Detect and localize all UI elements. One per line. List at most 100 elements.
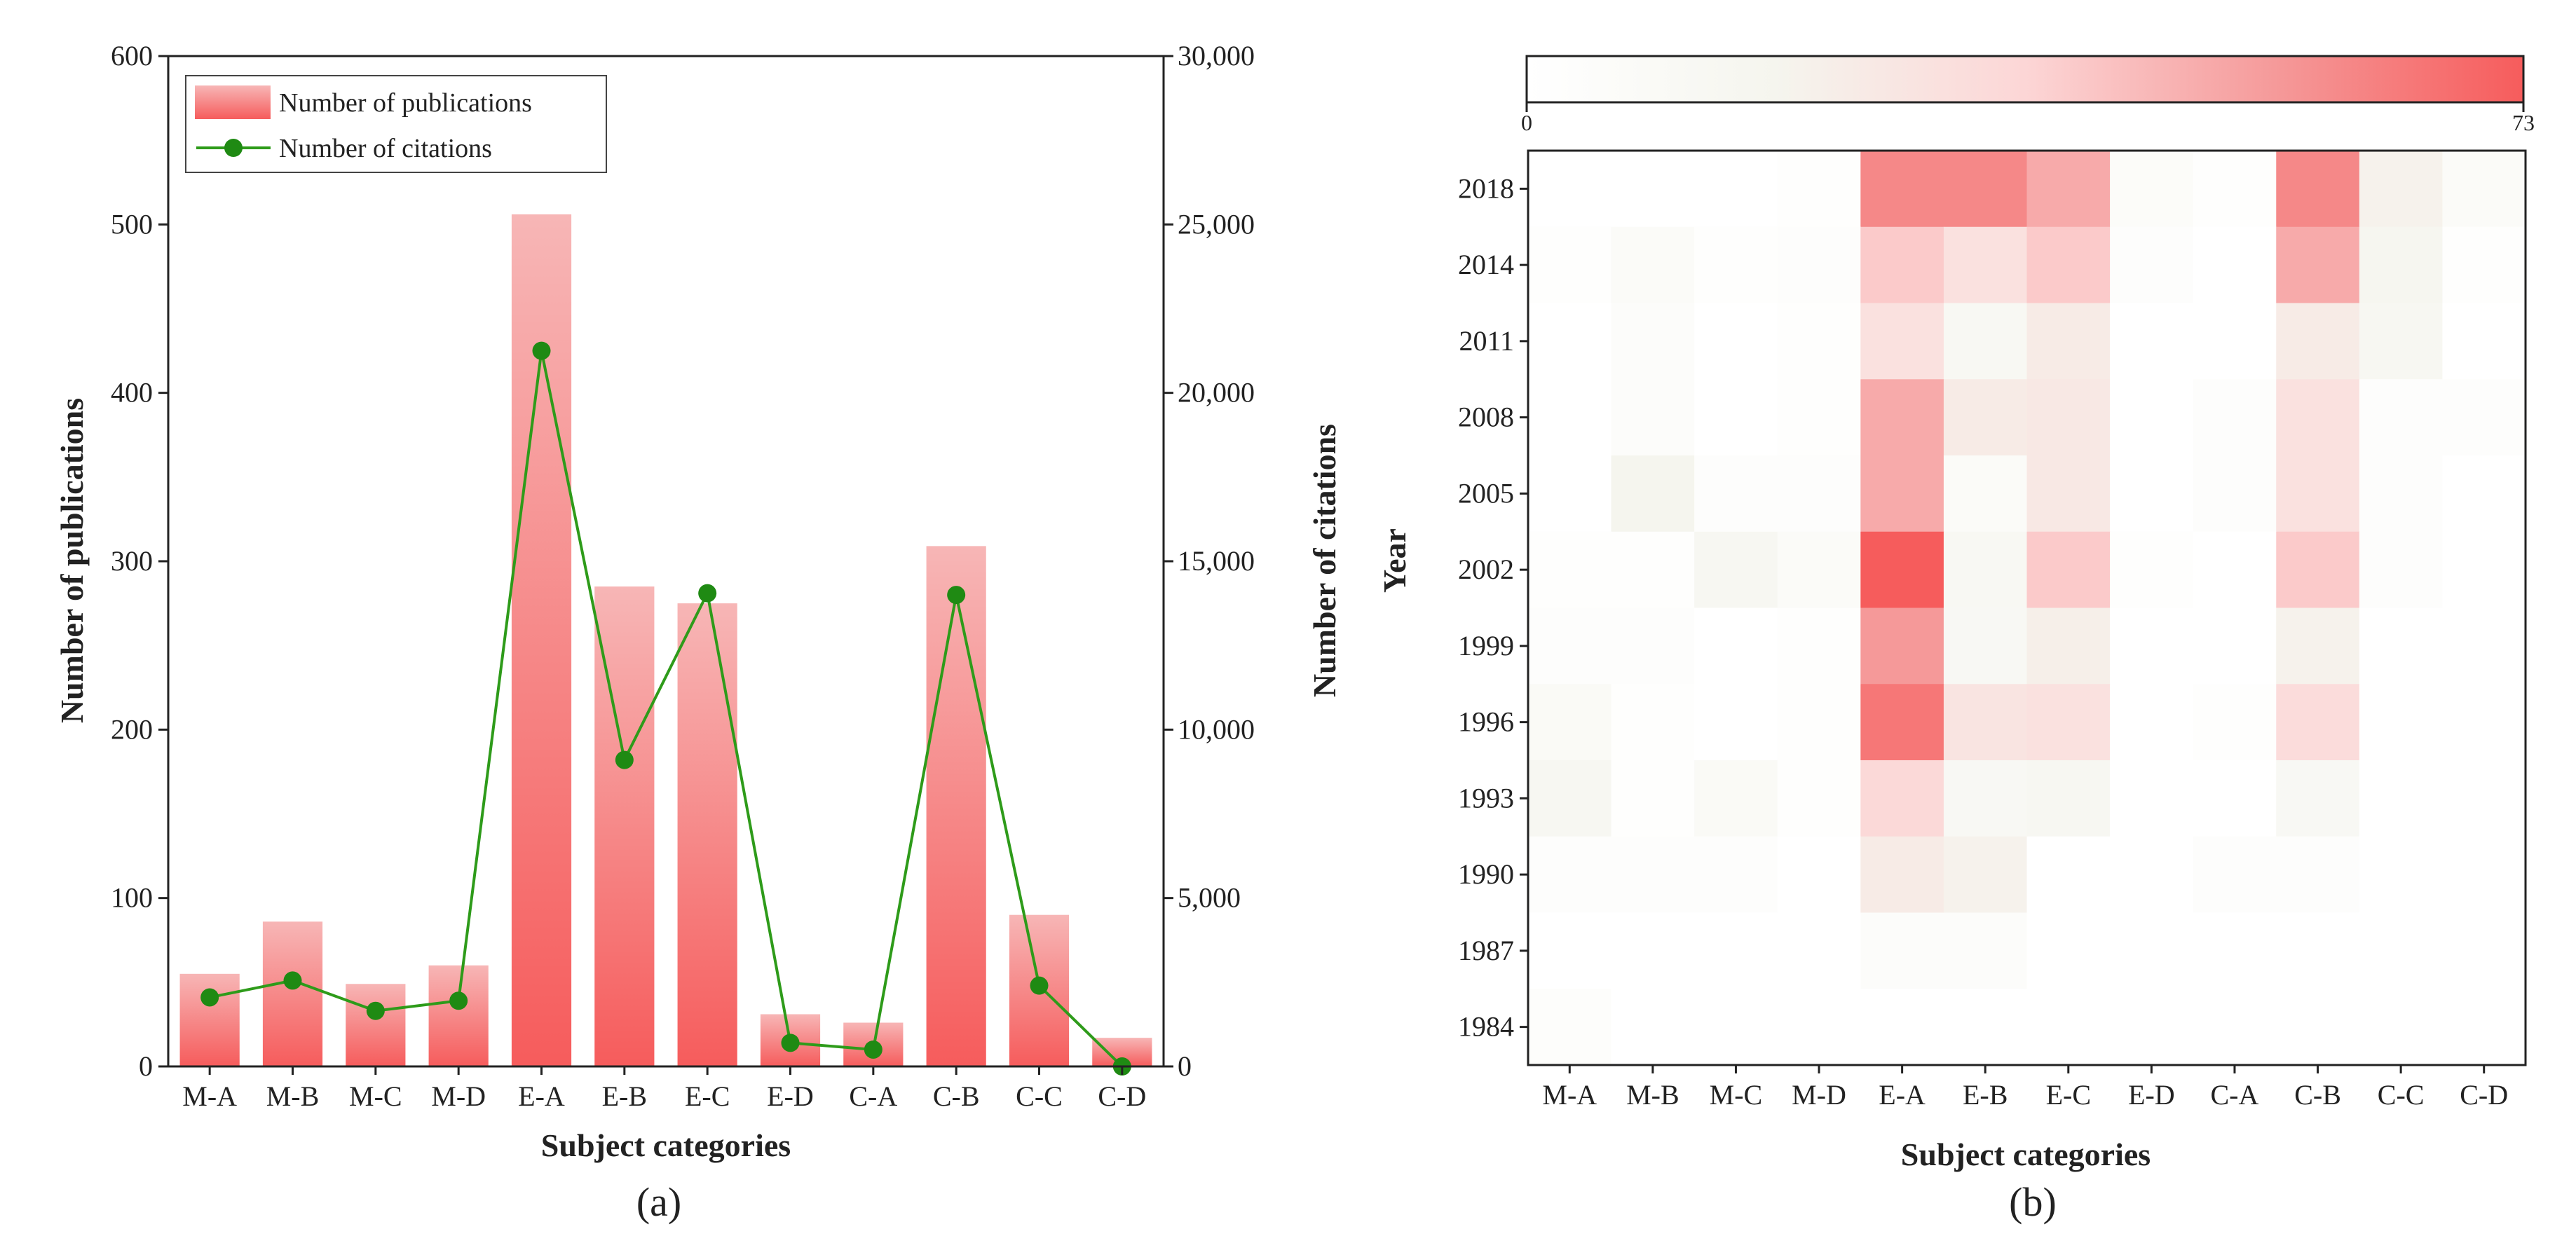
heatmap-cell-2002-c-a [2193, 531, 2277, 609]
right-y-tick-label: 20,000 [1178, 377, 1255, 408]
heatmap-cell-2014-m-d [1777, 226, 1861, 304]
heatmap-cell-2005-m-b [1611, 455, 1695, 533]
heatmap-cell-1996-m-b [1611, 684, 1695, 761]
heatmap-cell-1990-e-c [2026, 836, 2111, 914]
heatmap-cell-2014-e-c [2026, 226, 2111, 304]
left-y-tick-label: 300 [111, 545, 153, 577]
heatmap-y-tick-label-2014: 2014 [1458, 249, 1514, 280]
publication-bar-m-a [179, 973, 240, 1066]
legend-bar-swatch [195, 85, 271, 119]
right-y-axis-title: Number of citations [1307, 424, 1342, 697]
heatmap-cell-2005-m-c [1694, 455, 1778, 533]
heatmap-cell-2008-c-a [2193, 379, 2277, 456]
heatmap-cell-2005-c-b [2276, 455, 2360, 533]
heatmap-x-tick-label-m-d: M-D [1792, 1079, 1846, 1111]
heatmap-cell-1993-m-c [1694, 760, 1778, 837]
heatmap-cell-2014-m-a [1528, 226, 1612, 304]
heatmap-x-tick-label-m-c: M-C [1710, 1079, 1763, 1111]
heatmap-cell-1993-c-d [2442, 760, 2526, 837]
heatmap-cell-2002-m-a [1528, 531, 1612, 609]
citation-line-series [200, 341, 1131, 1076]
heatmap-x-tick-label-c-b: C-B [2294, 1079, 2341, 1111]
heatmap-cell-2008-e-a [1860, 379, 1944, 456]
heatmap-x-tick-label-e-c: E-C [2046, 1079, 2091, 1111]
heatmap-x-axis-title: Subject categories [1901, 1136, 2151, 1172]
heatmap-cell-1984-e-c [2026, 989, 2111, 1066]
heatmap-cell-1996-m-d [1777, 684, 1861, 761]
heatmap-cell-1996-c-d [2442, 684, 2526, 761]
heatmap-cell-1993-m-b [1611, 760, 1695, 837]
heatmap-cell-1999-c-d [2442, 607, 2526, 685]
heatmap-y-tick-label-1999: 1999 [1458, 630, 1514, 661]
heatmap-cell-1996-c-c [2359, 684, 2444, 761]
heatmap-cell-1987-m-d [1777, 912, 1861, 989]
heatmap-cell-2008-m-c [1694, 379, 1778, 456]
colorbar-max-label: 73 [2512, 110, 2535, 135]
right-y-tick-label: 5,000 [1178, 882, 1241, 914]
heatmap-cell-1996-e-b [1943, 684, 2028, 761]
publication-bar-m-b [262, 921, 323, 1066]
panel-b-label: (b) [2009, 1179, 2057, 1225]
legend-citations-label: Number of citations [279, 134, 492, 163]
heatmap-cell-2008-e-c [2026, 379, 2111, 456]
heatmap-cell-2008-m-d [1777, 379, 1861, 456]
heatmap-cell-2018-c-a [2193, 151, 2277, 228]
x-tick-label-c-b: C-B [933, 1080, 980, 1112]
heatmap-cell-2008-e-b [1943, 379, 2028, 456]
right-y-axis-ticks: 0 5,000 10,000 15,000 20,000 25,000 30,000 [1164, 40, 1255, 1082]
heatmap-cell-2018-e-c [2026, 151, 2111, 228]
heatmap-cell-2018-m-d [1777, 151, 1861, 228]
x-tick-label-m-b: M-B [266, 1080, 320, 1112]
heatmap-x-tick-label-e-b: E-B [1963, 1079, 2008, 1111]
heatmap-cell-1990-m-a [1528, 836, 1612, 914]
right-y-tick-label: 10,000 [1178, 713, 1255, 745]
left-y-tick-label: 500 [111, 208, 153, 240]
citation-point-m-c [366, 1001, 385, 1020]
heatmap-cell-2011-e-a [1860, 303, 1944, 380]
heatmap-cell-1996-c-b [2276, 684, 2360, 761]
heatmap-cell-1993-e-c [2026, 760, 2111, 837]
heatmap-cell-2002-c-d [2442, 531, 2526, 609]
heatmap-cell-2008-c-c [2359, 379, 2444, 456]
right-y-tick-label: 30,000 [1178, 40, 1255, 71]
citation-point-e-b [615, 750, 634, 769]
heatmap-x-tick-label-e-d: E-D [2128, 1079, 2175, 1111]
heatmap-cell-1987-c-a [2193, 912, 2277, 989]
citation-point-e-a [532, 341, 551, 360]
heatmap-cell-1993-e-d [2110, 760, 2194, 837]
heatmap-cell-2014-e-d [2110, 226, 2194, 304]
heatmap-cell-2005-m-a [1528, 455, 1612, 533]
heatmap-cell-1990-m-d [1777, 836, 1861, 914]
heatmap-y-tick-label-2002: 2002 [1458, 554, 1514, 585]
heatmap-cell-2014-c-d [2442, 226, 2526, 304]
x-tick-label-c-d: C-D [1098, 1080, 1146, 1112]
heatmap-cell-2002-e-b [1943, 531, 2028, 609]
x-tick-label-e-b: E-B [602, 1080, 647, 1112]
heatmap-cell-2014-c-b [2276, 226, 2360, 304]
heatmap-y-tick-label-2008: 2008 [1458, 401, 1514, 433]
heatmap-cell-2005-m-d [1777, 455, 1861, 533]
heatmap-cell-1990-e-b [1943, 836, 2028, 914]
heatmap-cell-2002-c-b [2276, 531, 2360, 609]
heatmap-cell-1990-e-d [2110, 836, 2194, 914]
heatmap-cell-2002-m-b [1611, 531, 1695, 609]
heatmap-cell-2008-m-a [1528, 379, 1612, 456]
heatmap-cell-1987-m-a [1528, 912, 1612, 989]
heatmap-cell-1999-e-c [2026, 607, 2111, 685]
panel-a-label: (a) [636, 1179, 681, 1225]
panel-a-x-axis-ticks: M-A M-B M-C M-D E-A E-B E-C E-D C-A C-B C-C C-D [182, 1066, 1146, 1112]
heatmap-cell-1984-c-a [2193, 989, 2277, 1066]
heatmap-cell-1987-c-c [2359, 912, 2444, 989]
heatmap-cell-2014-m-c [1694, 226, 1778, 304]
x-tick-label-m-a: M-A [182, 1080, 237, 1112]
heatmap-cell-1984-e-d [2110, 989, 2194, 1066]
heatmap-cell-2002-e-a [1860, 531, 1944, 609]
citation-point-m-b [283, 971, 302, 990]
colorbar-min-label: 0 [1521, 110, 1532, 135]
heatmap-cell-1984-e-b [1943, 989, 2028, 1066]
x-tick-label-c-c: C-C [1016, 1080, 1063, 1112]
heatmap-frame [1527, 149, 2527, 1066]
heatmap-cell-1987-e-a [1860, 912, 1944, 989]
heatmap-cells [1528, 151, 2526, 1066]
